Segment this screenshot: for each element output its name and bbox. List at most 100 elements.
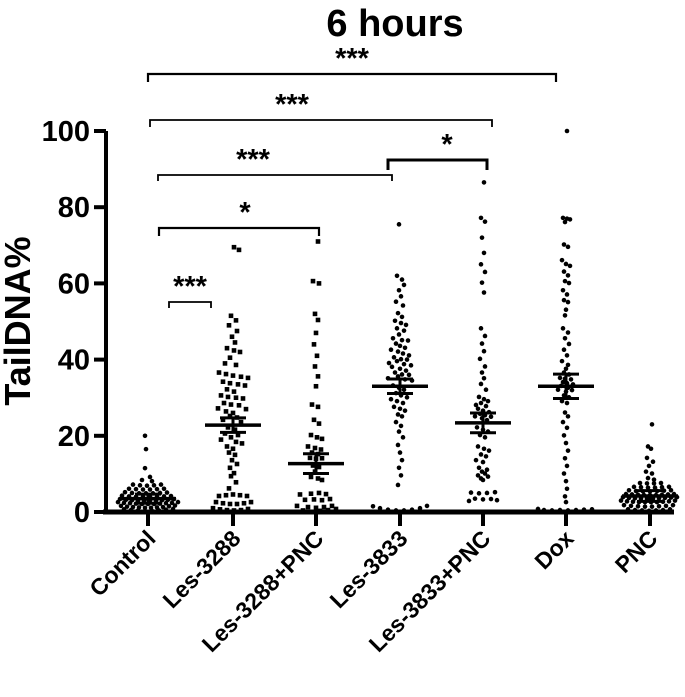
data-point xyxy=(230,446,236,452)
x-category-label: Les-3833 xyxy=(325,525,413,613)
data-point xyxy=(235,432,241,438)
data-point xyxy=(122,489,128,495)
data-point xyxy=(210,505,216,511)
significance-bracket xyxy=(157,226,321,236)
data-point xyxy=(555,387,561,392)
data-point xyxy=(589,507,595,512)
points-Les-3833 xyxy=(370,222,430,513)
data-point xyxy=(390,335,396,341)
data-point xyxy=(234,328,240,334)
data-point xyxy=(143,446,149,452)
data-point xyxy=(481,180,487,185)
data-point xyxy=(316,281,322,286)
data-point xyxy=(535,506,541,512)
data-point xyxy=(568,377,574,382)
data-point xyxy=(170,506,176,512)
data-point xyxy=(562,313,568,318)
data-point xyxy=(630,499,636,505)
data-point xyxy=(563,261,569,267)
data-point xyxy=(226,323,232,328)
mean-error-bar-Dox xyxy=(538,372,594,400)
data-point xyxy=(395,349,401,354)
data-point xyxy=(220,500,226,506)
data-point xyxy=(663,503,669,509)
data-point xyxy=(648,446,654,452)
data-point xyxy=(417,505,423,511)
data-point xyxy=(565,414,571,419)
data-point xyxy=(395,442,401,448)
data-point xyxy=(229,457,235,463)
mean-error-bar-Les-3288+PNC xyxy=(288,452,344,476)
data-point xyxy=(649,504,655,509)
data-point xyxy=(329,503,335,509)
mean-error-bars xyxy=(120,372,678,505)
data-point xyxy=(481,375,487,381)
data-point xyxy=(477,356,483,362)
x-category-label: PNC xyxy=(610,525,663,578)
data-point xyxy=(649,422,655,427)
data-point xyxy=(564,128,570,134)
data-point xyxy=(561,347,567,352)
y-axis-label: TailDNA% xyxy=(0,236,38,405)
data-point xyxy=(392,318,398,324)
data-point xyxy=(316,464,322,470)
data-point xyxy=(559,257,565,263)
data-point xyxy=(486,448,492,453)
data-point xyxy=(560,379,566,385)
data-point xyxy=(394,273,400,279)
significance-bracket xyxy=(168,301,212,308)
data-point xyxy=(399,372,405,377)
data-point xyxy=(484,467,490,473)
data-point xyxy=(480,477,486,483)
data-point xyxy=(236,403,242,408)
data-point xyxy=(142,433,148,439)
data-point xyxy=(163,500,169,506)
data-point xyxy=(478,381,484,387)
data-point xyxy=(476,394,482,400)
data-point xyxy=(235,382,241,387)
data-point xyxy=(175,499,181,505)
mean-error-bar-Les-3833+PNC xyxy=(455,411,511,435)
data-point xyxy=(220,379,226,384)
data-point xyxy=(221,400,227,406)
data-point xyxy=(245,506,251,512)
data-point xyxy=(565,362,571,368)
data-point xyxy=(234,501,240,507)
data-point xyxy=(231,470,237,476)
data-point xyxy=(233,479,239,485)
data-point xyxy=(402,408,408,413)
data-point xyxy=(119,493,125,498)
data-point xyxy=(318,447,324,452)
data-point xyxy=(404,357,410,362)
data-point xyxy=(228,402,234,407)
data-point xyxy=(482,219,488,224)
data-point xyxy=(224,444,230,449)
data-point xyxy=(238,419,244,425)
data-point xyxy=(561,471,567,476)
significance-label: * xyxy=(441,129,453,161)
data-point xyxy=(218,437,224,442)
mean-error-bar-Les-3833 xyxy=(372,377,428,396)
data-point xyxy=(643,469,649,474)
data-point xyxy=(398,423,404,429)
data-point xyxy=(401,508,407,513)
data-point xyxy=(476,465,482,471)
data-point xyxy=(228,473,234,479)
data-point xyxy=(240,396,246,401)
data-point xyxy=(424,503,430,509)
data-point xyxy=(161,486,167,492)
data-point xyxy=(149,508,155,514)
data-point xyxy=(248,499,254,505)
data-point xyxy=(642,504,648,509)
data-point xyxy=(488,496,494,502)
data-point xyxy=(488,414,494,420)
points-Les-3288 xyxy=(210,244,254,513)
data-point xyxy=(396,222,402,227)
data-point xyxy=(216,370,222,375)
data-point xyxy=(567,217,573,222)
data-point xyxy=(225,425,231,430)
data-point xyxy=(541,507,547,513)
data-point xyxy=(564,292,570,297)
data-point xyxy=(564,486,570,492)
